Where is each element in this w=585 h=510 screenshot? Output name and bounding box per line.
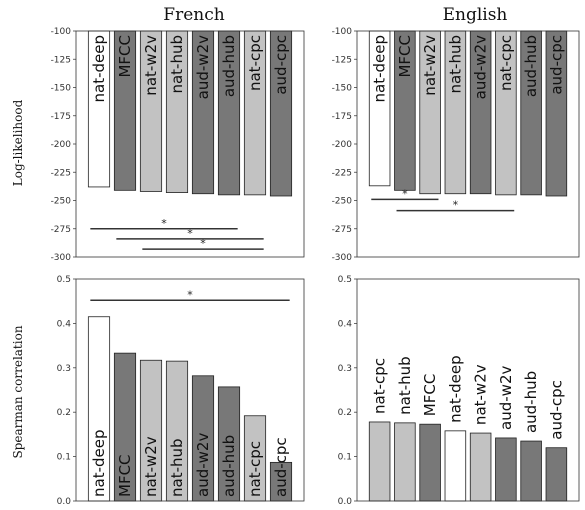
y-tick-label: -300 [51, 253, 72, 263]
panel-title-english: English [443, 5, 508, 25]
y-tick-label: -250 [332, 197, 353, 207]
bar-category-label: nat-hub [168, 438, 186, 497]
bar-category-label: nat-w2v [142, 436, 160, 497]
bar-category-label: nat-hub [168, 35, 186, 94]
bar-category-label: aud-w2v [472, 35, 490, 99]
bar-category-label: nat-cpc [497, 35, 515, 91]
y-axis-label-spearman: Spearman correlation [11, 325, 25, 458]
bar-category-label: aud-cpc [547, 35, 565, 95]
bar [444, 430, 467, 502]
bar [394, 422, 416, 502]
axes-frame [75, 30, 305, 258]
panel-french-loglik: -100 -125 -150 -175 -200 -225 -250 -275 -300 nat-… [51, 27, 305, 263]
significance-star: * [402, 187, 408, 200]
bar-category-label: aud-cpc [272, 437, 290, 497]
y-tick-label: 0.4 [57, 319, 72, 329]
y-tick-label: 0.5 [57, 275, 71, 285]
axes-frame [356, 30, 580, 258]
y-tick-label: 0.0 [338, 497, 353, 507]
bar-category-label: nat-w2v [142, 35, 160, 96]
bar [495, 437, 517, 502]
bar [469, 432, 492, 502]
y-tick-label: -100 [51, 27, 72, 37]
bar [545, 447, 568, 502]
y-tick-label: -300 [332, 253, 353, 263]
y-tick-label: 0.1 [57, 453, 71, 463]
significance-star: * [187, 288, 193, 301]
significance-star: * [200, 237, 206, 250]
y-tick-label: 0.3 [338, 364, 352, 374]
bar-category-label: nat-deep [371, 35, 389, 103]
bar-category-label: aud-hub [220, 435, 238, 497]
y-tick-label: 0.1 [338, 453, 352, 463]
y-tick-label: -150 [51, 84, 72, 94]
bar [520, 440, 542, 502]
y-tick-label: -200 [332, 140, 353, 150]
significance-star: * [161, 217, 167, 230]
y-axis-label-loglik: Log-likelihood [11, 99, 25, 186]
y-tick-label: -250 [51, 197, 72, 207]
y-tick-label: 0.4 [338, 319, 353, 329]
bar-category-label: MFCC [396, 35, 414, 78]
panel-french-spearman: 0.0 0.1 0.2 0.3 0.4 0.5 nat-deep MFCC nat-w2v nat… [57, 275, 305, 507]
bar-category-label: nat-deep [446, 355, 464, 423]
y-tick-label: -175 [51, 112, 71, 122]
bar-category-label: MFCC [116, 35, 134, 78]
y-tick-label: -125 [332, 55, 352, 65]
axes-frame [75, 278, 305, 502]
bar-category-label: aud-hub [522, 371, 540, 433]
bar-category-label: nat-cpc [371, 358, 389, 414]
y-tick-label: -200 [51, 140, 72, 150]
significance-star: * [187, 227, 193, 240]
bar-category-label: aud-hub [522, 35, 540, 97]
panel-english-spearman: 0.0 0.1 0.2 0.3 0.4 0.5 nat-cpc nat-hub MFCC nat-… [338, 275, 580, 507]
bar-category-label: nat-deep [90, 430, 108, 498]
bar-category-label: aud-cpc [547, 380, 565, 440]
bar [419, 423, 441, 502]
bar-category-label: nat-hub [446, 35, 464, 94]
panel-english-loglik: -100 -125 -150 -175 -200 -225 -250 -275 -300 nat-… [332, 27, 580, 263]
y-tick-label: 0.2 [338, 408, 352, 418]
y-tick-label: 0.2 [57, 408, 71, 418]
bar-category-label: MFCC [421, 374, 439, 417]
bar-category-label: nat-cpc [246, 35, 264, 91]
y-tick-label: 0.0 [57, 497, 72, 507]
y-tick-label: -275 [332, 225, 352, 235]
bar-category-label: aud-w2v [194, 433, 212, 497]
bar-category-label: aud-hub [220, 35, 238, 97]
y-tick-label: -225 [51, 168, 71, 178]
bar-category-label: nat-hub [396, 356, 414, 415]
bar-category-label: nat-deep [90, 35, 108, 103]
bar-category-label: aud-w2v [497, 366, 515, 430]
bar-category-label: aud-w2v [194, 35, 212, 99]
y-tick-label: -225 [332, 168, 352, 178]
y-tick-label: -100 [332, 27, 353, 37]
y-tick-label: -175 [332, 112, 352, 122]
y-tick-label: -150 [332, 84, 353, 94]
bar-category-label: nat-w2v [421, 35, 439, 96]
bar-category-label: aud-cpc [272, 35, 290, 95]
y-tick-label: -125 [51, 55, 71, 65]
significance-star: * [453, 199, 459, 212]
bar-category-label: nat-cpc [246, 441, 264, 497]
panel-title-french: French [163, 5, 224, 25]
bar-category-label: nat-w2v [472, 364, 490, 425]
y-tick-label: 0.5 [338, 275, 352, 285]
axes-frame [356, 278, 580, 502]
y-tick-label: -275 [51, 225, 71, 235]
bar-category-label: MFCC [116, 454, 134, 497]
bar [368, 421, 391, 502]
y-tick-label: 0.3 [57, 364, 71, 374]
